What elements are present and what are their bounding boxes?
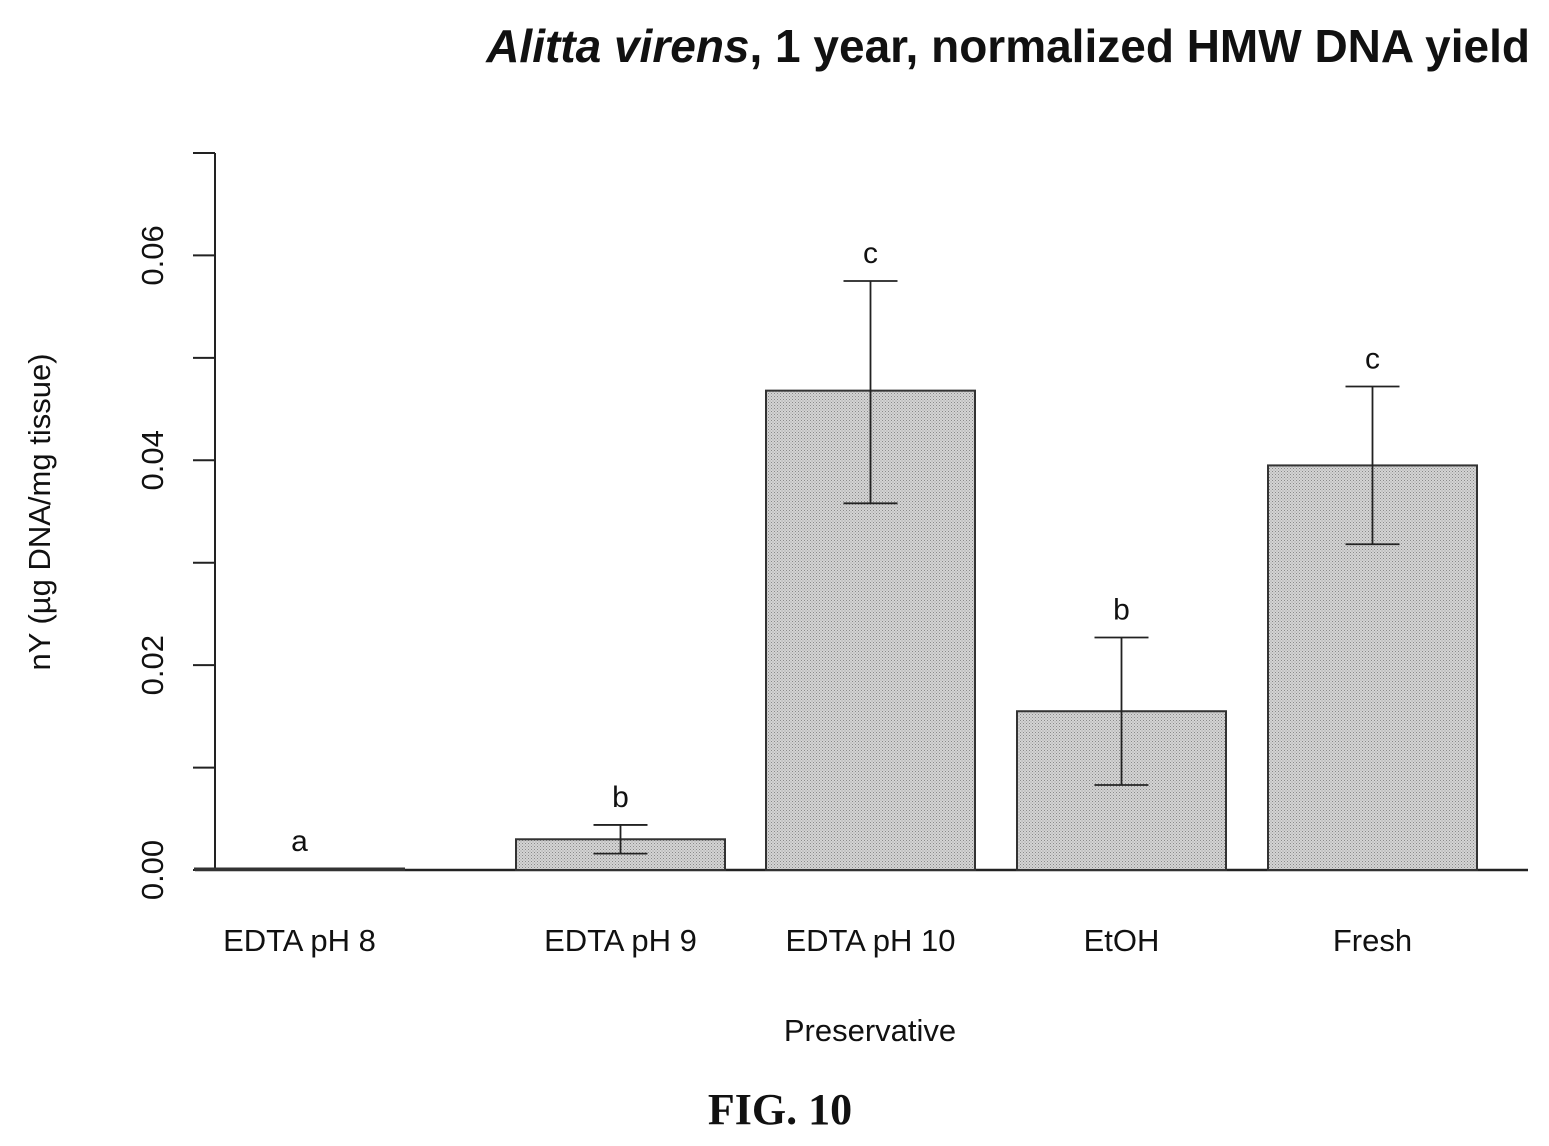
significance-letter: a: [291, 825, 308, 858]
chart-title-rest: , 1 year, normalized HMW DNA yield: [750, 20, 1531, 72]
bar: [194, 867, 405, 871]
x-axis-label: Preservative: [784, 1013, 956, 1048]
significance-letter: c: [863, 237, 878, 270]
significance-letter: b: [612, 781, 629, 814]
y-tick-label: 0.06: [135, 225, 170, 285]
y-axis-label: nY (µg DNA/mg tissue): [22, 353, 57, 670]
x-tick-label: EtOH: [1084, 923, 1160, 958]
x-tick-label: EDTA pH 9: [544, 923, 697, 958]
x-tick-label: EDTA pH 10: [785, 923, 955, 958]
x-axis: EDTA pH 8 EDTA pH 9 EDTA pH 10 EtOH Fresh: [195, 868, 1528, 958]
y-tick-label: 0.02: [135, 635, 170, 695]
chart-title-italic: Alitta virens: [485, 20, 749, 72]
chart-title: Alitta virens, 1 year, normalized HMW DN…: [485, 20, 1530, 72]
bar: [1016, 710, 1227, 871]
error-bars: [593, 280, 1400, 855]
y-axis: 0.00 0.02 0.04 0.06: [135, 152, 216, 900]
y-tick-label: 0.04: [135, 430, 170, 490]
figure-label: FIG. 10: [708, 1085, 852, 1134]
x-tick-label: Fresh: [1333, 923, 1412, 958]
x-tick-label: EDTA pH 8: [223, 923, 376, 958]
y-tick-label: 0.00: [135, 840, 170, 900]
bar-series: [194, 389, 1478, 871]
significance-letter: b: [1113, 593, 1130, 626]
significance-letters: a b c b c: [291, 237, 1380, 858]
significance-letter: c: [1365, 343, 1380, 376]
